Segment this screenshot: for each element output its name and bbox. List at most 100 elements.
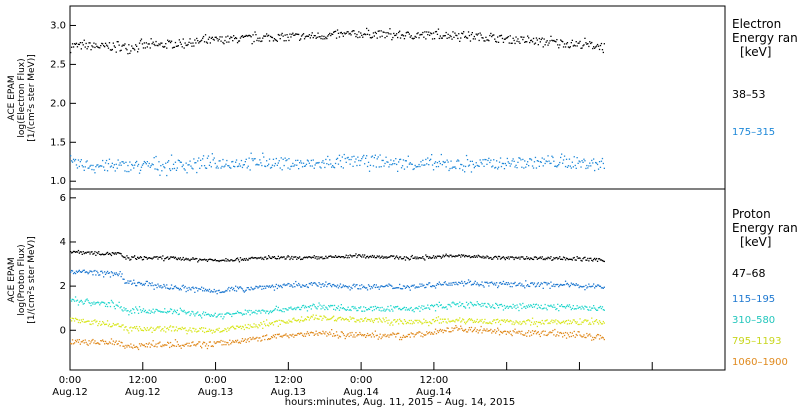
data-point [294,286,296,288]
data-point [321,319,323,321]
data-point [137,347,139,349]
data-point [180,259,182,261]
data-point [101,253,103,256]
data-point [501,283,504,285]
data-point [247,323,249,326]
data-point [137,163,140,166]
data-point [310,282,312,284]
data-point [217,167,219,169]
data-point [380,285,382,287]
data-point [229,339,231,341]
data-point [584,305,586,307]
data-point [330,284,332,287]
data-point [104,253,107,255]
data-point [511,307,513,309]
data-point [216,341,218,343]
data-point [393,287,395,289]
data-point [97,342,99,344]
data-point [534,286,537,288]
data-point [464,328,467,331]
data-point [451,167,453,169]
data-point [424,287,426,289]
data-point [150,165,152,167]
data-point [201,39,203,41]
data-point [597,168,600,170]
data-point [530,321,533,323]
data-point [399,158,402,160]
data-point [94,172,96,174]
data-point [90,323,92,326]
data-point [258,309,260,312]
data-point [466,159,469,161]
y-tick-label: 6 [60,193,66,204]
data-point [215,342,217,344]
data-point [599,166,602,168]
data-point [282,35,284,37]
data-point [71,46,73,48]
data-point [571,161,573,163]
data-point [125,47,127,50]
y-tick-label: 0 [60,325,66,336]
series-38-53 [70,27,605,55]
data-point [73,300,76,302]
data-point [505,37,507,39]
data-point [102,272,104,274]
data-point [275,305,277,307]
data-point [492,258,494,260]
data-point [295,159,297,162]
data-point [362,320,364,322]
data-point [169,288,171,290]
data-point [307,35,309,37]
data-point [277,162,279,164]
data-point [541,308,543,310]
data-point [422,322,424,324]
data-point [223,329,225,332]
data-point [462,303,464,305]
data-point [402,334,405,337]
data-point [93,42,95,44]
data-point [457,255,459,257]
data-point [111,162,113,164]
data-point [314,35,316,37]
data-point [539,284,541,286]
data-point [216,260,218,262]
data-point [370,336,373,338]
data-point [354,306,356,308]
data-point [603,338,605,341]
data-point [333,308,335,310]
data-point [263,287,265,290]
data-point [451,38,453,40]
data-point [359,331,361,334]
data-point [244,35,246,37]
data-point [594,320,596,323]
data-point [161,258,163,260]
data-point [192,168,194,170]
data-point [223,166,225,168]
data-point [297,333,299,335]
data-point [137,312,140,314]
data-point [463,165,465,167]
data-point [273,289,276,291]
data-point [78,301,80,303]
data-point [308,306,310,308]
data-point [398,323,400,325]
data-point [210,314,212,316]
data-point [282,158,284,160]
data-point [242,164,244,166]
data-point [370,37,373,39]
data-point [464,256,466,258]
data-point [544,44,546,46]
data-point [530,324,532,326]
data-point [198,341,200,343]
data-point [317,256,319,258]
data-point [237,165,240,167]
data-point [333,31,336,33]
data-point [443,329,445,331]
data-point [460,305,462,307]
data-point [447,327,449,329]
data-point [324,284,326,286]
data-point [203,314,206,316]
data-point [90,164,92,166]
data-point [400,34,403,36]
data-point [504,307,506,309]
